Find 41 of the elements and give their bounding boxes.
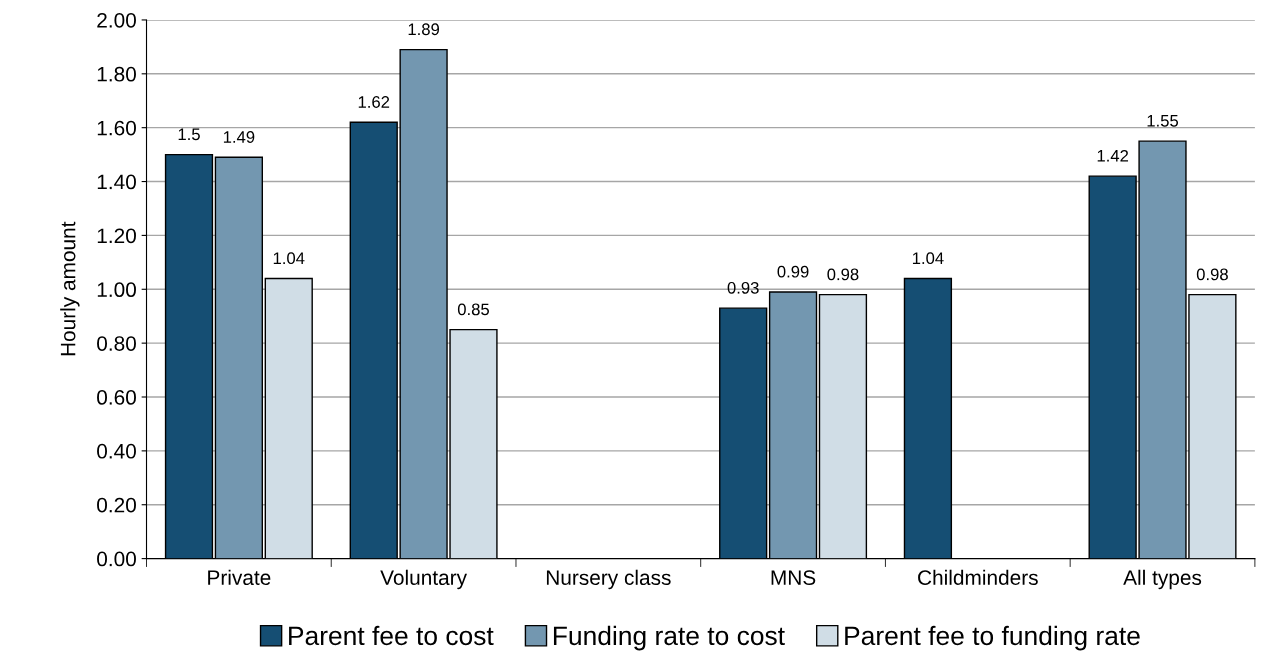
data-label: 1.55 [1147,115,1179,127]
data-label: 1.89 [408,23,440,36]
bar [719,307,768,559]
data-label: 0.93 [727,281,759,294]
y-tick-label: 1.60 [97,120,136,136]
data-label: 1.04 [273,252,305,265]
bar [164,153,214,559]
x-tick-label: Private [208,569,271,586]
data-label: 1.62 [358,96,390,108]
y-tick-label: 2.00 [97,12,136,28]
bar [818,293,868,559]
data-label: 0.99 [777,265,809,278]
data-label: 1.5 [178,128,200,141]
legend-label: Funding rate to cost [553,625,785,651]
data-label: 1.04 [912,252,944,265]
x-tick-label: MNS [771,570,816,586]
x-tick-label: All types [1123,569,1202,590]
data-label: 1.49 [223,131,255,143]
y-tick-label: 0.40 [97,443,136,459]
y-tick-label: 1.20 [97,228,136,244]
bar [768,291,818,559]
y-tick-label: 0.60 [97,390,136,405]
y-tick-label: 1.80 [97,66,136,82]
data-label: 0.85 [457,303,489,316]
legend-label: Parent fee to funding rate [845,625,1140,651]
y-tick-label: 0.00 [97,551,136,567]
x-tick-label: Nursery class [546,569,671,590]
data-label: 0.98 [1196,268,1228,281]
y-tick-label: 0.80 [97,336,136,351]
data-label: 0.98 [827,268,859,281]
legend-label: Parent fee to cost [289,625,494,646]
data-label: 1.42 [1097,149,1129,162]
y-tick-label: 0.20 [97,497,136,513]
x-tick-label: Voluntary [380,569,467,590]
bar [214,156,264,559]
x-tick-label: Childminders [918,569,1038,586]
bar [903,277,953,559]
y-tick-label: 1.00 [97,282,136,298]
y-tick-label: 1.40 [97,174,136,190]
bar [264,277,313,559]
y-axis-title: Hourly amount [60,221,80,356]
